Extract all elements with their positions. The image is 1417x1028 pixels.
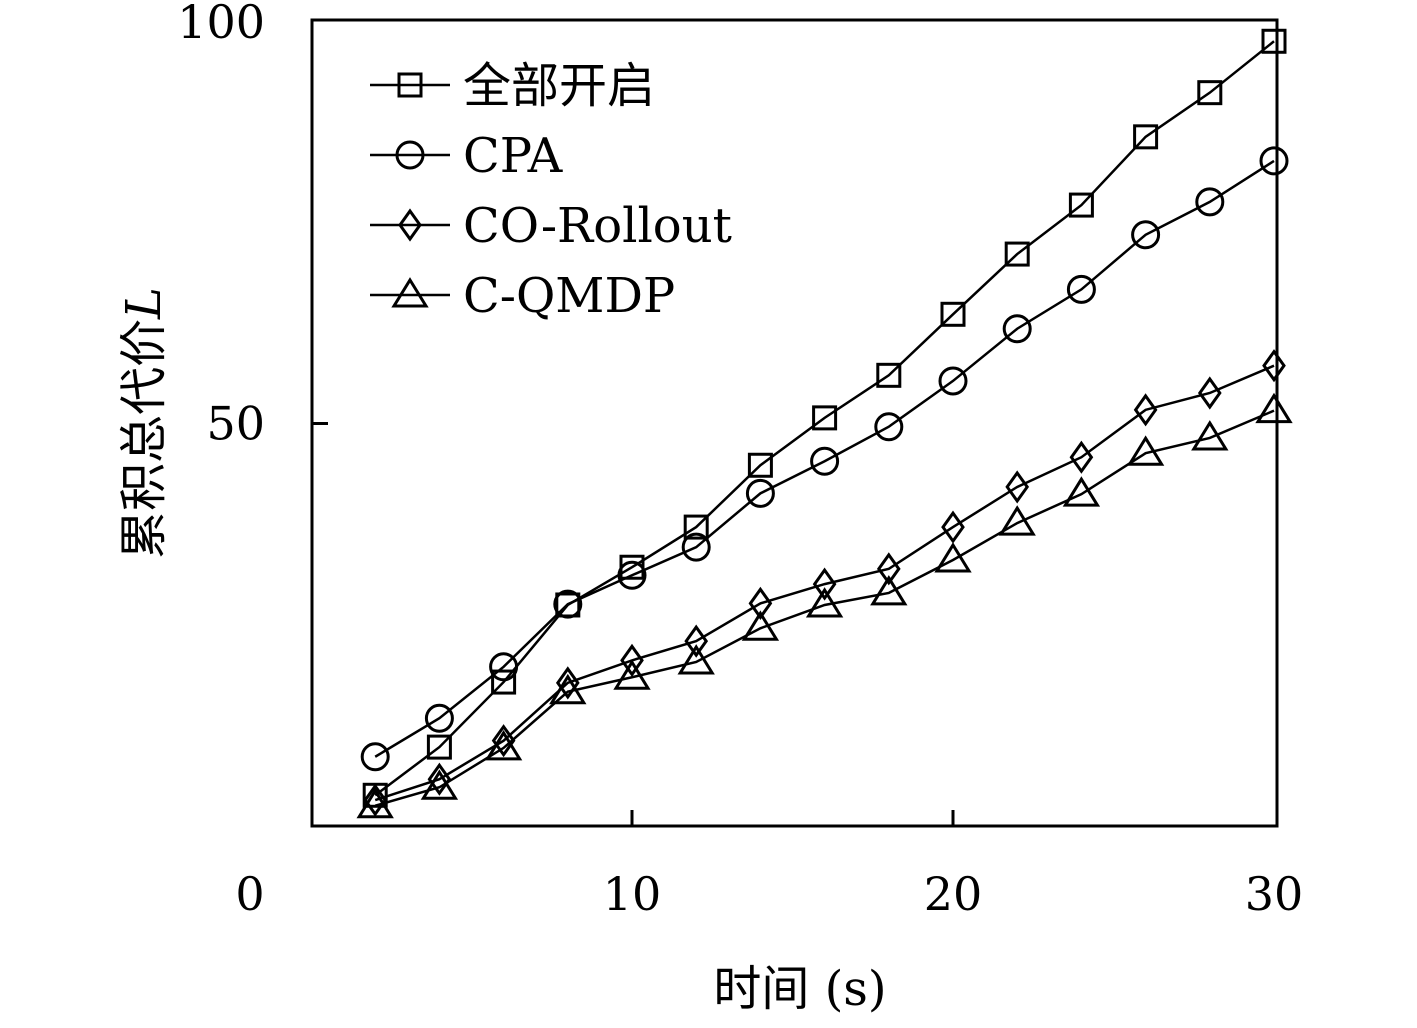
x-tick-label: 20 — [924, 867, 983, 921]
legend-item: CPA — [370, 128, 564, 184]
triangle-marker — [1191, 420, 1229, 451]
square-marker — [1197, 80, 1223, 106]
circle-marker — [1002, 314, 1032, 344]
square-marker — [747, 452, 773, 478]
square-marker — [1068, 192, 1094, 218]
circle-marker — [424, 703, 454, 733]
y-axis-label-symbol: L — [116, 287, 172, 320]
triangle-marker — [805, 587, 844, 618]
circle-marker — [681, 532, 711, 562]
triangle-marker — [391, 277, 429, 308]
diamond-marker — [1197, 376, 1222, 410]
triangle-marker — [934, 542, 972, 573]
triangle-marker — [484, 730, 523, 761]
x-axis-label: 时间 (s) — [713, 961, 886, 1017]
y-axis-label: 累积总代价L — [116, 287, 172, 559]
diamond-marker — [1069, 440, 1094, 474]
circle-marker — [1259, 146, 1289, 176]
diamond-marker — [941, 510, 965, 544]
triangle-marker — [1255, 392, 1293, 424]
diamond-marker — [427, 762, 452, 796]
series-diamond — [363, 349, 1286, 817]
diamond-marker — [812, 567, 837, 601]
square-marker — [397, 72, 423, 98]
square-marker — [426, 734, 452, 760]
circle-marker — [810, 446, 840, 476]
legend-label: 全部开启 — [463, 58, 655, 114]
y-tick-label: 50 — [206, 397, 265, 451]
triangle-marker — [741, 610, 780, 641]
triangle-marker — [420, 769, 459, 800]
circle-marker — [1195, 187, 1225, 217]
y-axis-label-text: 累积总代价 — [116, 319, 172, 559]
square-marker — [876, 362, 902, 388]
x-tick-label: 30 — [1245, 867, 1304, 921]
legend: 全部开启 CPA CO-Rollout C-QMDP — [370, 58, 732, 324]
circle-marker — [617, 560, 647, 590]
series-line — [374, 409, 1275, 807]
diamond-marker — [363, 783, 388, 817]
series-line — [374, 40, 1275, 797]
diamond-marker — [398, 208, 422, 242]
triangle-marker — [613, 659, 651, 690]
triangle-marker — [677, 644, 715, 675]
diamond-marker — [1262, 349, 1286, 383]
circle-marker — [874, 412, 904, 442]
square-marker — [491, 669, 517, 695]
circle-marker — [745, 478, 775, 508]
series-line — [374, 364, 1275, 802]
square-marker — [812, 405, 838, 431]
x-tick-label: 10 — [603, 867, 662, 921]
triangle-marker — [549, 673, 587, 705]
diamond-marker — [1133, 393, 1158, 427]
triangle-marker — [1126, 435, 1165, 466]
legend-item: 全部开启 — [370, 58, 655, 114]
y-tick-label: 0 — [235, 867, 264, 921]
square-marker — [1261, 28, 1287, 54]
series-triangle — [356, 392, 1293, 819]
triangle-marker — [356, 787, 394, 819]
diamond-marker — [1005, 470, 1030, 504]
legend-label: CPA — [463, 128, 564, 184]
square-marker — [940, 301, 966, 327]
legend-label: CO-Rollout — [463, 198, 732, 254]
circle-marker — [360, 742, 390, 772]
diamond-marker — [684, 624, 709, 658]
circle-marker — [489, 652, 519, 682]
legend-item: CO-Rollout — [370, 198, 732, 254]
diamond-marker — [555, 666, 580, 700]
series-circle — [360, 146, 1289, 772]
square-marker — [1133, 124, 1159, 150]
diamond-marker — [491, 724, 516, 758]
triangle-marker — [998, 505, 1036, 536]
circle-marker — [938, 366, 968, 396]
series-line — [374, 159, 1275, 758]
y-tick-label: 100 — [177, 0, 265, 49]
legend-item: C-QMDP — [370, 268, 675, 324]
diamond-marker — [748, 586, 773, 620]
circle-marker — [395, 140, 425, 170]
circle-marker — [553, 589, 583, 619]
diamond-marker — [620, 643, 644, 677]
square-marker — [683, 514, 709, 540]
diamond-marker — [876, 552, 901, 586]
square-marker — [1004, 241, 1030, 267]
triangle-marker — [870, 575, 908, 606]
triangle-marker — [1062, 476, 1101, 507]
circle-marker — [1131, 220, 1161, 250]
circle-marker — [1066, 274, 1096, 304]
legend-label: C-QMDP — [463, 268, 675, 324]
